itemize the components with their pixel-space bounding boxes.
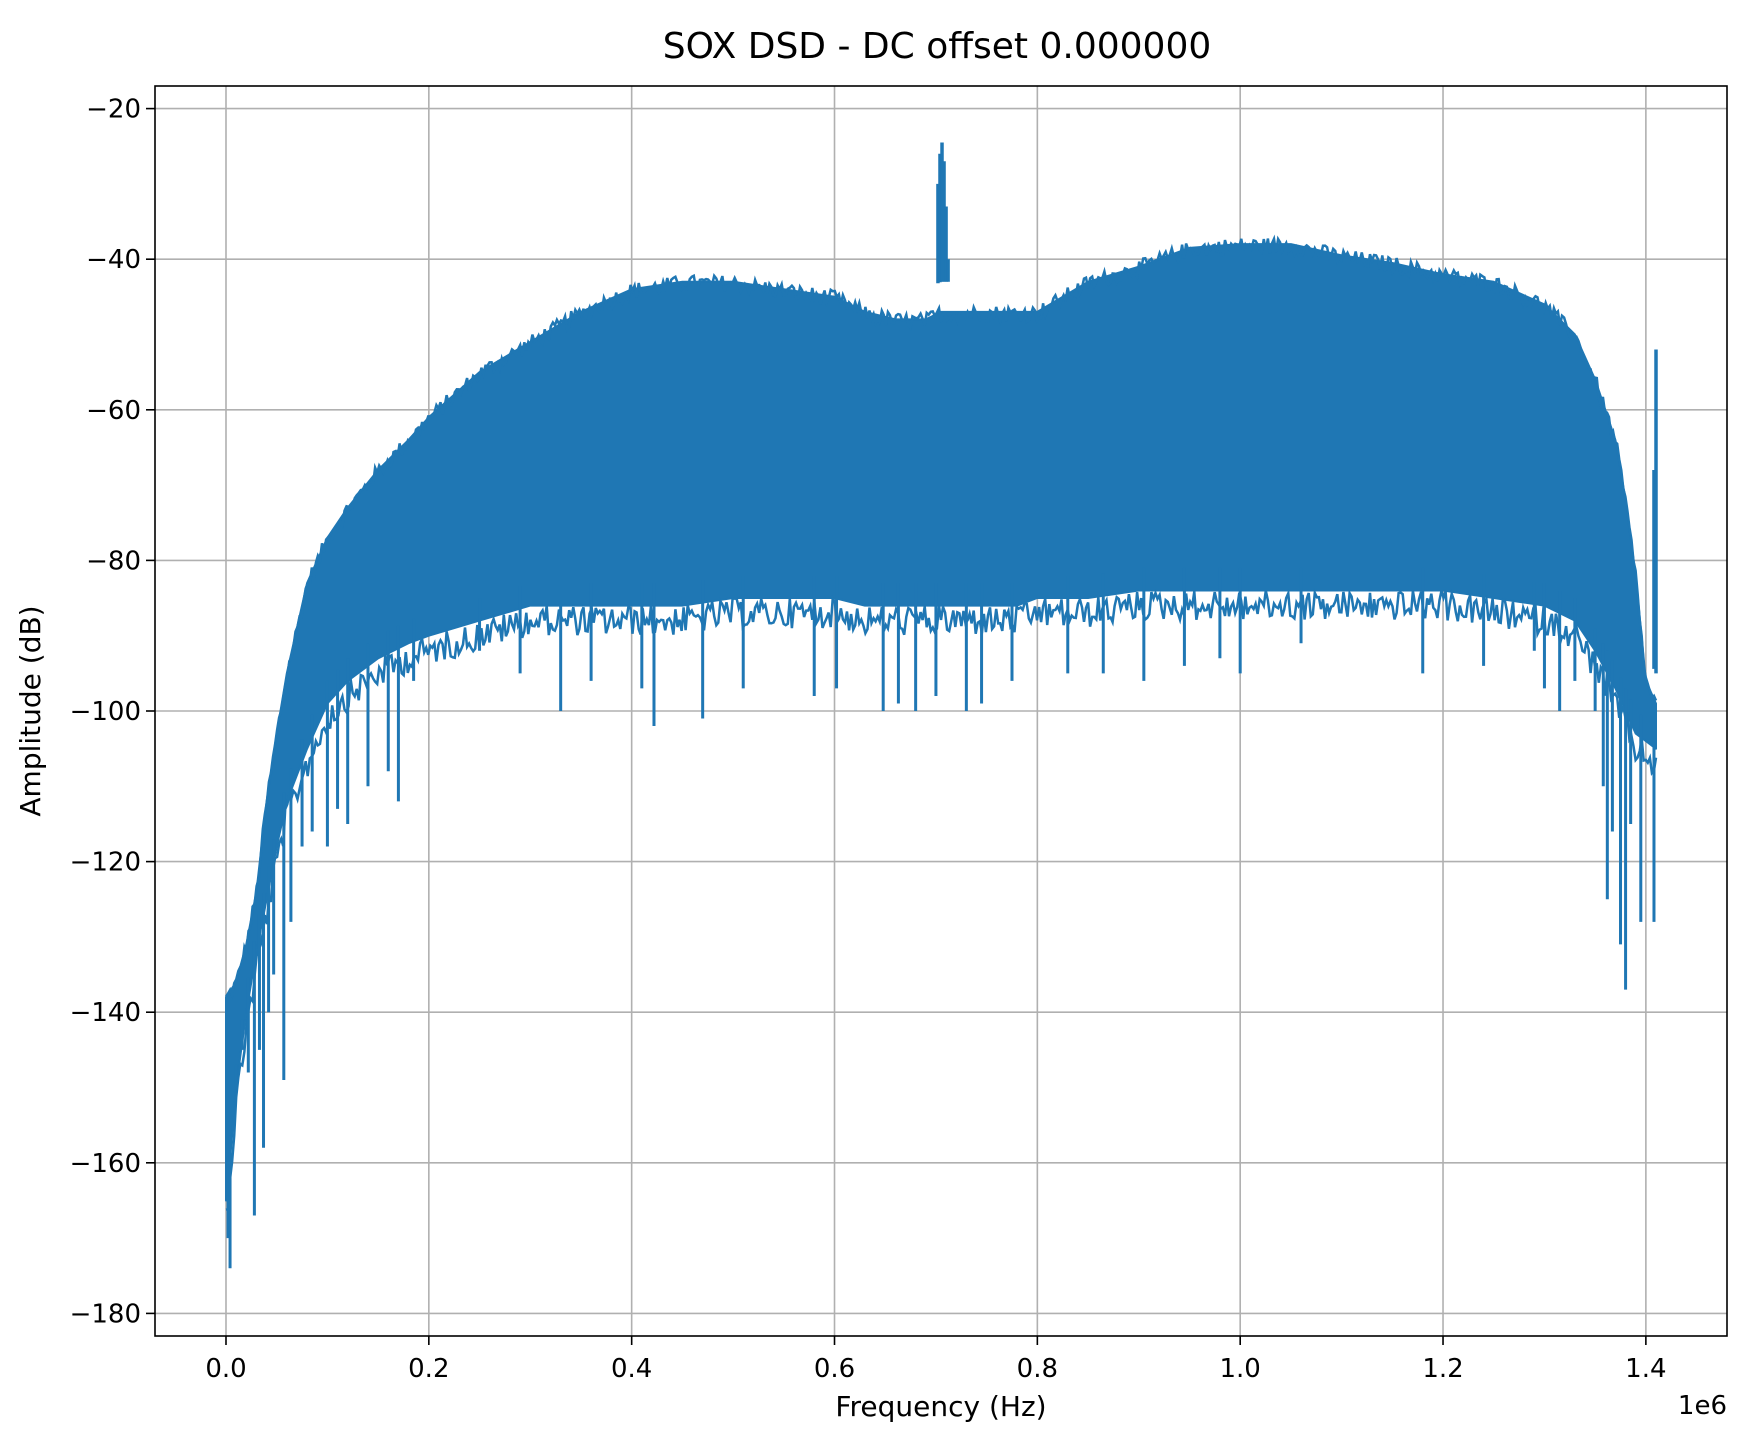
y-tick-label: −180 — [70, 1299, 141, 1329]
tick-layer: 0.0 0.2 0.4 0.6 0.8 1.0 1.2 1.4 −180 −160 −140 −120… — [70, 95, 1667, 1384]
x-axis-offset-label: 1e6 — [1678, 1391, 1727, 1421]
x-tick-label: 0.4 — [611, 1354, 652, 1384]
y-axis-label: Amplitude (dB) — [14, 605, 47, 816]
y-tick-label: −60 — [86, 396, 141, 426]
y-tick-label: −100 — [70, 697, 141, 727]
y-tick-label: −140 — [70, 998, 141, 1028]
y-tick-label: −120 — [70, 848, 141, 878]
x-tick-label: 0.8 — [1017, 1354, 1058, 1384]
spectrum-envelope — [225, 243, 1657, 1202]
x-tick-label: 0.6 — [814, 1354, 855, 1384]
y-tick-label: −80 — [86, 546, 141, 576]
x-tick-label: 1.0 — [1220, 1354, 1261, 1384]
x-axis-label: Frequency (Hz) — [835, 1390, 1046, 1423]
y-tick-label: −160 — [70, 1149, 141, 1179]
spectrum-lower-edge — [225, 588, 1658, 1211]
y-tick-label: −20 — [86, 95, 141, 125]
x-tick-label: 1.4 — [1625, 1354, 1666, 1384]
plot-layer — [225, 142, 1658, 1269]
y-tick-label: −40 — [86, 245, 141, 275]
x-tick-label: 0.0 — [205, 1354, 246, 1384]
spectrum-upper-edge — [225, 234, 1658, 1000]
chart-title: SOX DSD - DC offset 0.000000 — [663, 26, 1212, 67]
x-tick-label: 1.2 — [1422, 1354, 1463, 1384]
x-tick-label: 0.2 — [408, 1354, 449, 1384]
